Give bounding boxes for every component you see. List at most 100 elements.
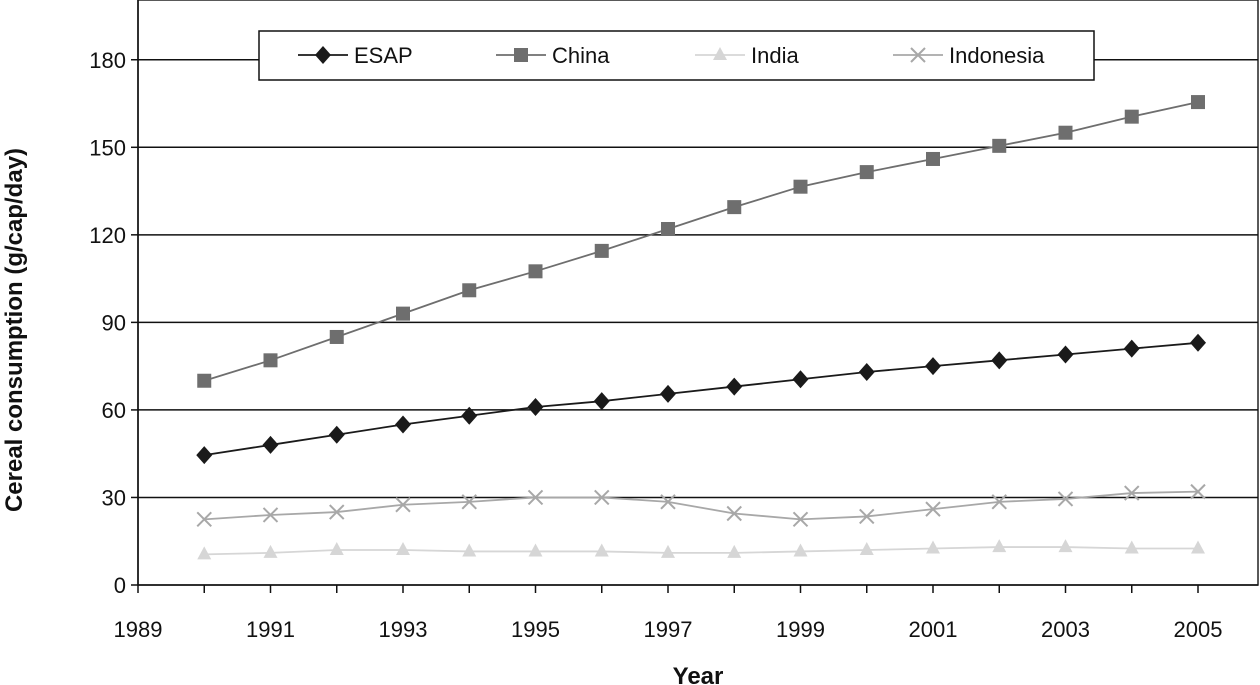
data-point-india [594, 543, 609, 557]
data-point-esap [792, 370, 809, 389]
y-tick-label: 0 [114, 573, 126, 598]
data-point-esap [461, 406, 478, 425]
legend-item-indonesia: Indonesia [893, 43, 1045, 68]
data-point-india [329, 541, 344, 555]
data-point-china [396, 306, 410, 321]
x-tick-label: 2005 [1174, 617, 1223, 642]
data-point-china [859, 165, 874, 180]
data-point-india [1191, 540, 1205, 554]
data-point-indonesia [925, 501, 941, 517]
data-point-indonesia [1190, 483, 1206, 500]
data-point-esap [527, 398, 544, 417]
legend-swatch-marker [713, 47, 727, 60]
legend-label-china: China [552, 43, 610, 68]
data-point-indonesia [1057, 491, 1074, 507]
y-axis-ticks: 0 30 60 90 120 150 180 [89, 48, 138, 598]
data-point-china [992, 138, 1007, 153]
y-tick-label: 90 [102, 310, 126, 335]
data-point-india [462, 543, 477, 557]
data-point-india [396, 541, 410, 555]
data-point-india [197, 546, 212, 560]
data-point-esap [660, 384, 676, 403]
data-point-esap [262, 435, 279, 454]
data-point-china [462, 283, 477, 298]
data-point-esap [858, 362, 875, 381]
data-point-china [1124, 109, 1139, 124]
series-line-china [203, 101, 1199, 382]
data-point-esap [991, 351, 1008, 370]
data-point-china [1191, 95, 1205, 110]
data-point-indonesia [461, 494, 477, 510]
plot-area-frame [137, 0, 1259, 586]
x-tick-label: 1991 [246, 617, 295, 642]
data-point-indonesia [262, 507, 279, 523]
legend-swatch-marker [315, 46, 331, 64]
series-line-india [204, 546, 1198, 556]
series-layer [196, 95, 1206, 560]
data-point-china [197, 373, 212, 388]
legend-box [258, 30, 1095, 81]
data-point-india [1124, 540, 1139, 554]
x-axis-title: Year [673, 663, 724, 685]
x-tick-label: 1995 [511, 617, 560, 642]
data-point-china [263, 353, 278, 368]
data-point-indonesia [395, 497, 411, 513]
axes [137, 0, 1258, 586]
data-point-indonesia [329, 504, 345, 520]
series-line-esap [204, 341, 1199, 457]
series-china [197, 95, 1205, 388]
data-point-china [793, 179, 808, 194]
legend: ESAP China India Indonesia [258, 30, 1095, 81]
legend-item-china: China [496, 43, 610, 68]
x-tick-label: 1999 [776, 617, 825, 642]
legend-label-indonesia: Indonesia [949, 43, 1045, 68]
legend-label-esap: ESAP [354, 43, 413, 68]
data-point-india [859, 541, 874, 555]
data-point-india [992, 539, 1007, 553]
data-point-china [1058, 125, 1073, 140]
y-tick-label: 30 [102, 485, 126, 510]
x-tick-label: 2001 [909, 617, 958, 642]
legend-label-india: India [751, 43, 799, 68]
data-point-india [926, 540, 940, 554]
y-tick-label: 120 [89, 223, 126, 248]
y-tick-label: 180 [89, 48, 126, 73]
y-axis-title: Cereal consumption (g/cap/day) [1, 148, 28, 512]
data-point-indonesia [527, 489, 544, 506]
series-esap [196, 333, 1206, 465]
data-point-india [661, 544, 675, 558]
data-point-esap [726, 377, 743, 396]
data-point-indonesia [1124, 485, 1140, 501]
data-point-india [263, 544, 278, 558]
data-point-esap [395, 415, 411, 434]
data-point-india [528, 543, 543, 557]
data-point-esap [196, 446, 213, 465]
data-point-indonesia [660, 494, 676, 510]
x-tick-label: 1997 [644, 617, 693, 642]
data-point-china [329, 329, 344, 344]
x-tick-label: 1989 [114, 617, 163, 642]
data-point-indonesia [859, 508, 875, 525]
x-axis-ticks: 1989 1991 1993 1995 1997 1999 2001 2003 2005 [114, 585, 1223, 642]
y-tick-label: 60 [102, 398, 126, 423]
x-tick-label: 2003 [1041, 617, 1090, 642]
data-point-china [661, 222, 675, 237]
data-point-indonesia [792, 511, 809, 528]
data-point-esap [1190, 333, 1206, 352]
legend-swatch-marker [910, 47, 926, 63]
legend-item-esap: ESAP [298, 43, 413, 68]
data-point-indonesia [726, 505, 742, 522]
data-point-esap [925, 357, 941, 376]
data-point-china [594, 243, 609, 258]
data-point-china [727, 200, 742, 215]
series-line-indonesia [204, 490, 1199, 521]
legend-swatch-marker [514, 48, 528, 62]
data-point-china [926, 151, 940, 166]
series-indonesia [196, 483, 1206, 528]
data-point-esap [1123, 339, 1140, 358]
data-point-india [793, 543, 808, 557]
data-point-china [528, 264, 543, 279]
data-point-indonesia [594, 489, 610, 506]
legend-item-india: India [695, 43, 799, 68]
